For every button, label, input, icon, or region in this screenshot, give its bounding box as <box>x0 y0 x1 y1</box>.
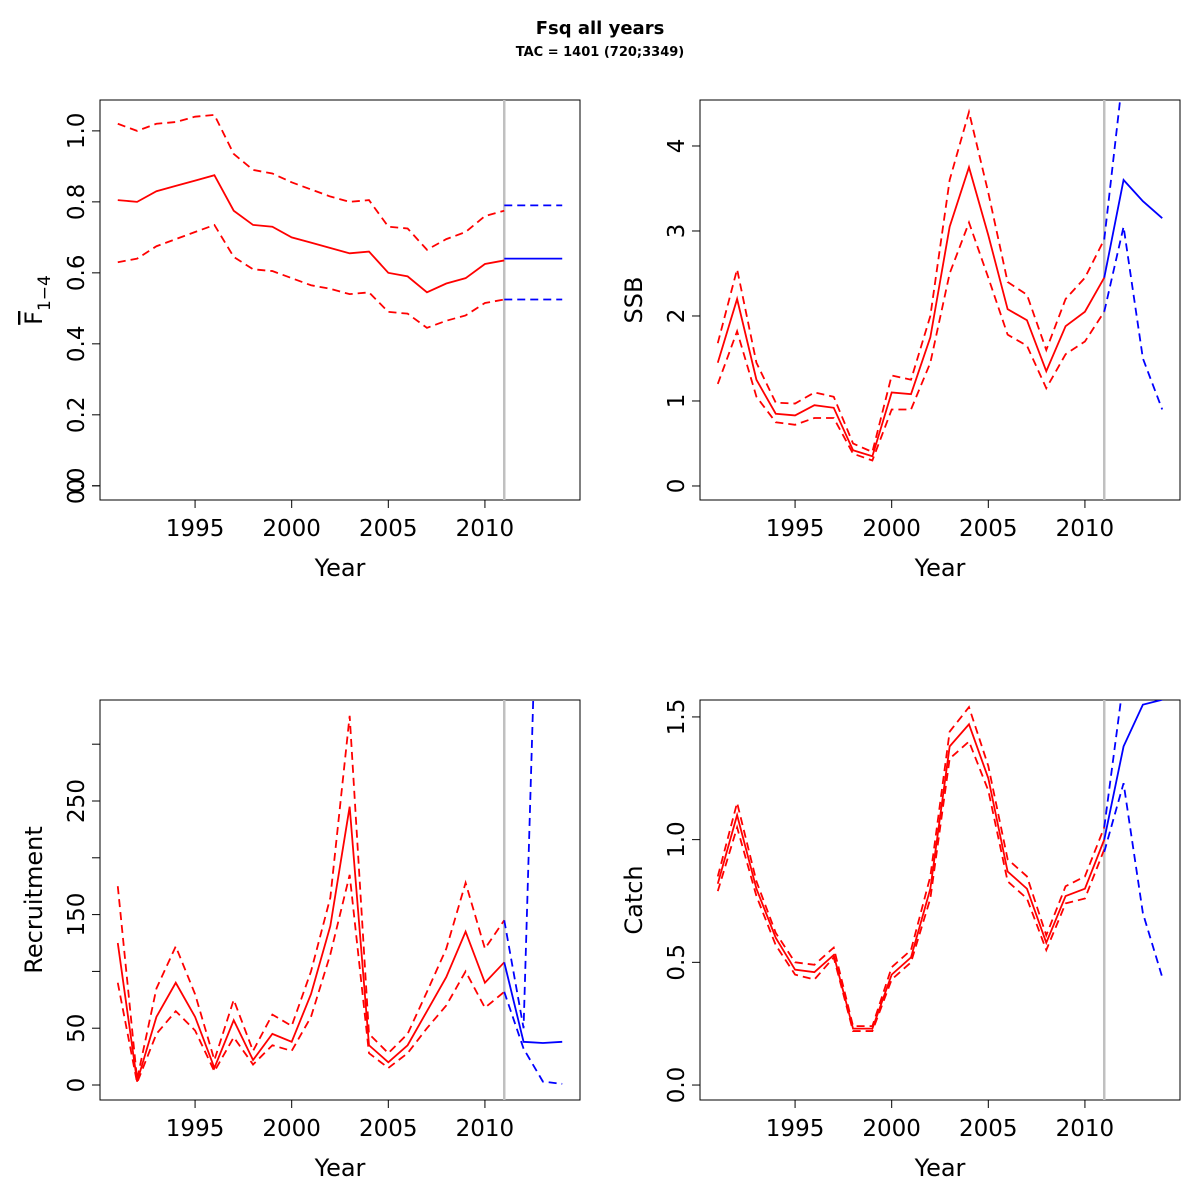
panel: 1995 2000 2005 2010 0 1 2 3 4 Year SSB <box>620 99 1181 582</box>
y-tick-label: 4 <box>664 139 690 154</box>
x-tick-label: 1995 <box>166 1116 225 1142</box>
series-line <box>716 722 1106 1030</box>
series-line <box>117 223 505 329</box>
y-tick-label: 0 <box>64 478 90 493</box>
plot-box <box>99 699 581 1101</box>
y-axis-title: Catch <box>620 865 648 934</box>
y-tick-label: 0 <box>664 479 690 494</box>
y-axis-title: Recruitment <box>20 826 48 973</box>
y-tick-label: 250 <box>64 779 90 823</box>
series-line <box>716 739 1106 1032</box>
plot-box <box>699 99 1181 501</box>
x-tick-label: 2010 <box>456 1116 515 1142</box>
x-tick-label: 1995 <box>766 516 825 542</box>
x-axis-title: Year <box>314 554 366 582</box>
x-tick-label: 1995 <box>166 516 225 542</box>
series-line <box>1103 700 1122 828</box>
series-line <box>1103 178 1163 278</box>
y-tick-label: 0.4 <box>64 326 90 363</box>
y-axis-title-main: F <box>20 311 48 325</box>
series-line <box>116 806 505 1082</box>
x-tick-label: 2005 <box>359 1116 418 1142</box>
series-line <box>1103 100 1122 240</box>
y-axis-title-main: SSB <box>620 277 648 324</box>
series-line <box>117 113 505 251</box>
y-tick-label: 2 <box>664 309 690 324</box>
y-axis-title-main: Catch <box>620 865 648 934</box>
y-tick-label: 1.0 <box>664 821 690 858</box>
y-tick-label: 0.8 <box>64 184 90 221</box>
panel: 1995 2000 2005 2010 0 50 150 250 Year Recruitment <box>20 699 581 1182</box>
series-line <box>716 705 1106 1028</box>
panel: 1995 2000 2005 2010 0.5 1.5 0.0 1.0 Year Catch <box>620 699 1181 1182</box>
y-tick-label: 0.2 <box>64 397 90 434</box>
y-tick-label: 0.0 <box>664 1067 690 1104</box>
y-tick-label: 0.6 <box>64 255 90 292</box>
plot-box <box>699 699 1181 1101</box>
series-line <box>116 715 505 1080</box>
x-tick-label: 2005 <box>959 516 1018 542</box>
y-tick-label: 0.5 <box>664 944 690 981</box>
plot-box <box>99 99 581 501</box>
series-line <box>503 962 563 1044</box>
x-tick-label: 2000 <box>262 516 321 542</box>
y-tick-label: 1.5 <box>664 699 690 736</box>
x-tick-label: 2010 <box>1056 516 1115 542</box>
x-tick-label: 2010 <box>456 516 515 542</box>
series-line <box>716 164 1106 458</box>
figure-subtitle: TAC = 1401 (720;3349) <box>516 45 685 60</box>
series-line <box>1103 782 1164 978</box>
x-tick-label: 2005 <box>959 1116 1018 1142</box>
x-axis-title: Year <box>914 554 966 582</box>
series-line <box>503 700 535 1029</box>
x-tick-label: 2005 <box>359 516 418 542</box>
series-line <box>1103 226 1164 410</box>
series-line <box>503 991 563 1085</box>
x-axis-title: Year <box>914 1154 966 1182</box>
series-line <box>716 108 1106 454</box>
y-axis-title: F1−4 <box>20 275 55 325</box>
y-tick-label: 150 <box>64 893 90 937</box>
x-tick-label: 2000 <box>862 1116 921 1142</box>
y-tick-label: 1.0 <box>64 113 90 150</box>
panel: 1995 2000 2005 2010 0 0.2 0.4 0.6 0.8 0.0 1.0 Year F… <box>20 99 581 582</box>
x-tick-label: 2000 <box>862 516 921 542</box>
series-line <box>716 219 1106 462</box>
x-axis-title: Year <box>314 1154 366 1182</box>
y-tick-label: 50 <box>64 1014 90 1043</box>
y-tick-label: 3 <box>664 224 690 239</box>
x-tick-label: 2010 <box>1056 1116 1115 1142</box>
x-tick-label: 1995 <box>766 1116 825 1142</box>
figure-title: Fsq all years <box>536 18 665 39</box>
y-axis-title-sub: 1−4 <box>35 275 55 311</box>
y-tick-label: 1 <box>664 394 690 409</box>
y-tick-label: 0.0 <box>64 468 90 505</box>
y-axis-title-main: Recruitment <box>20 826 48 973</box>
y-tick-label: 0 <box>64 1078 90 1093</box>
x-tick-label: 2000 <box>262 1116 321 1142</box>
series-line <box>117 174 505 294</box>
y-axis-title: SSB <box>620 277 648 324</box>
series-line <box>1103 700 1163 840</box>
